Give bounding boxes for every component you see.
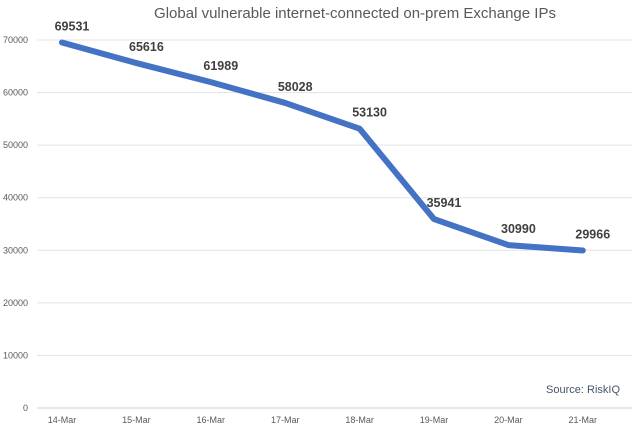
x-tick-label: 16-Mar bbox=[197, 415, 226, 425]
x-tick-label: 21-Mar bbox=[569, 415, 598, 425]
y-tick-label: 60000 bbox=[3, 88, 28, 98]
y-tick-label: 20000 bbox=[3, 298, 28, 308]
data-label: 35941 bbox=[427, 196, 462, 210]
x-axis-ticks: 14-Mar 15-Mar 16-Mar 17-Mar 18-Mar 19-Mar 20-M… bbox=[48, 415, 597, 425]
data-label: 65616 bbox=[129, 40, 164, 54]
data-label: 61989 bbox=[203, 59, 238, 73]
y-tick-label: 40000 bbox=[3, 193, 28, 203]
data-label: 29966 bbox=[575, 227, 610, 241]
x-tick-label: 17-Mar bbox=[271, 415, 300, 425]
gridlines bbox=[37, 39, 632, 409]
data-label: 69531 bbox=[55, 19, 90, 33]
x-tick-label: 19-Mar bbox=[420, 415, 449, 425]
data-label: 58028 bbox=[278, 80, 313, 94]
y-tick-label: 0 bbox=[23, 403, 28, 413]
y-tick-label: 70000 bbox=[3, 35, 28, 45]
series-line-path bbox=[59, 39, 586, 254]
data-label: 53130 bbox=[352, 106, 387, 120]
data-labels: 69531 65616 61989 58028 53130 35941 30990 29966 bbox=[55, 19, 611, 241]
data-label: 30990 bbox=[501, 222, 536, 236]
x-tick-label: 18-Mar bbox=[345, 415, 374, 425]
chart-title: Global vulnerable internet-connected on-… bbox=[154, 5, 556, 22]
source-annotation: Source: RiskIQ bbox=[546, 384, 620, 396]
x-tick-label: 20-Mar bbox=[494, 415, 523, 425]
y-tick-label: 50000 bbox=[3, 140, 28, 150]
x-tick-label: 15-Mar bbox=[122, 415, 151, 425]
series-line bbox=[59, 39, 586, 254]
x-tick-label: 14-Mar bbox=[48, 415, 77, 425]
y-tick-label: 10000 bbox=[3, 350, 28, 360]
y-tick-label: 30000 bbox=[3, 245, 28, 255]
y-axis-ticks: 0 10000 20000 30000 40000 50000 60000 70000 bbox=[3, 35, 28, 413]
